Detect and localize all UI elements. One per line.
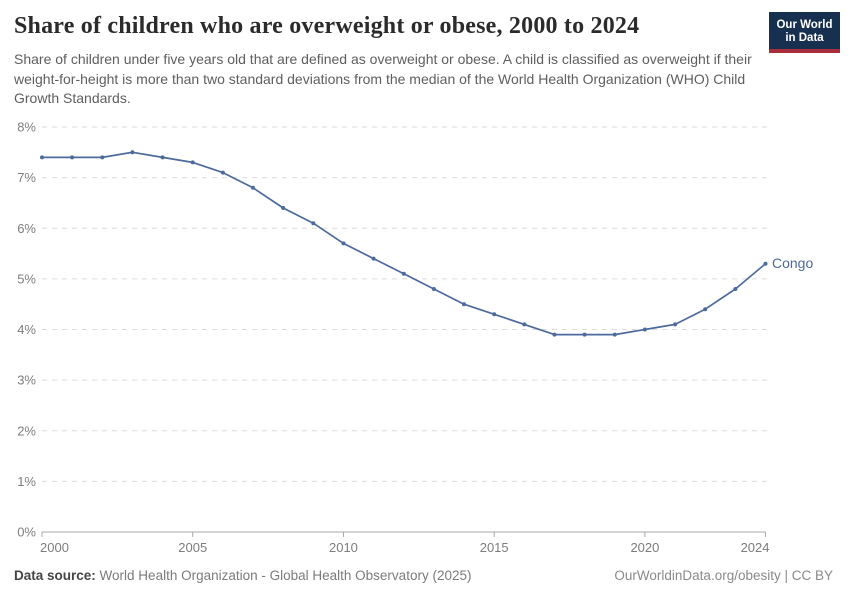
chart-title: Share of children who are overweight or …: [14, 13, 640, 39]
y-tick-label: 8%: [17, 120, 36, 135]
y-tick-label: 5%: [17, 271, 36, 286]
data-point[interactable]: [431, 287, 436, 291]
y-tick-label: 7%: [17, 170, 36, 185]
data-point[interactable]: [703, 307, 708, 312]
owid-logo-line1: Our World: [776, 19, 833, 31]
data-point[interactable]: [281, 206, 286, 210]
y-tick-label: 1%: [17, 474, 36, 489]
data-source-label: Data source:: [14, 568, 96, 583]
x-tick-label: 2015: [480, 540, 509, 555]
data-point[interactable]: [251, 185, 255, 190]
data-point[interactable]: [220, 170, 225, 175]
y-tick-label: 3%: [17, 373, 36, 388]
y-tick-label: 6%: [17, 221, 36, 236]
owid-logo-line2: in Data: [785, 32, 824, 44]
data-point[interactable]: [552, 332, 557, 337]
y-tick-label: 0%: [17, 525, 36, 540]
data-point[interactable]: [733, 287, 738, 291]
data-point[interactable]: [311, 221, 316, 226]
line-chart-canvas[interactable]: 0% 1% 2% 3% 4% 5% 6% 7% 8% 2000 2005 2010 2015 2020 20…: [0, 110, 850, 565]
data-point[interactable]: [401, 271, 406, 276]
owid-logo[interactable]: Our World in Data: [769, 12, 840, 53]
y-tick-label: 2%: [17, 423, 36, 438]
data-point[interactable]: [612, 332, 617, 337]
data-point[interactable]: [673, 322, 678, 327]
data-point[interactable]: [492, 312, 497, 317]
data-source-value: World Health Organization - Global Healt…: [99, 568, 472, 583]
x-tick-label: 2020: [630, 540, 659, 555]
series-line-congo[interactable]: [41, 151, 767, 336]
data-point[interactable]: [40, 155, 44, 160]
data-point[interactable]: [130, 150, 135, 155]
x-tick-label: 2010: [329, 540, 358, 555]
data-point[interactable]: [763, 261, 768, 266]
data-point[interactable]: [371, 256, 376, 261]
x-tick-label: 2024: [741, 540, 770, 555]
credit-link[interactable]: OurWorldinData.org/obesity | CC BY: [614, 568, 833, 583]
series-end-label[interactable]: Congo: [772, 255, 813, 271]
chart-area: 0% 1% 2% 3% 4% 5% 6% 7% 8% 2000 2005 2010 2015 2020 20…: [0, 110, 850, 565]
data-point[interactable]: [160, 155, 165, 160]
data-point[interactable]: [462, 302, 466, 307]
data-point[interactable]: [642, 327, 647, 332]
data-source: Data source: World Health Organization -…: [14, 568, 471, 583]
y-tick-label: 4%: [17, 322, 36, 337]
data-point[interactable]: [582, 332, 587, 337]
data-point[interactable]: [522, 322, 527, 327]
chart-subtitle: Share of children under five years old t…: [14, 51, 752, 106]
x-tick-label: 2005: [178, 540, 207, 555]
data-point[interactable]: [190, 160, 195, 165]
data-point[interactable]: [70, 155, 75, 160]
data-point[interactable]: [100, 155, 105, 160]
data-point[interactable]: [341, 241, 346, 246]
x-tick-label: 2000: [40, 540, 69, 555]
